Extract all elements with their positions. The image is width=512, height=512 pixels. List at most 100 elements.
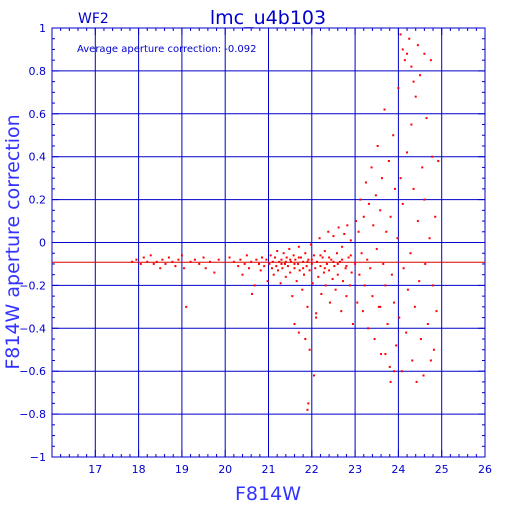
data-point <box>142 256 145 259</box>
data-point <box>419 338 422 341</box>
data-point <box>412 187 415 190</box>
data-point <box>383 108 386 111</box>
x-tick-label: 25 <box>435 463 449 476</box>
data-point <box>261 256 264 259</box>
data-point <box>367 202 370 205</box>
data-point <box>312 254 315 257</box>
data-point <box>393 187 396 190</box>
data-point <box>275 265 278 268</box>
data-point <box>405 331 408 334</box>
data-point <box>259 269 262 272</box>
data-point <box>280 258 283 261</box>
data-point <box>369 267 372 270</box>
data-point <box>255 258 258 261</box>
data-point <box>367 327 370 330</box>
data-point <box>253 284 256 287</box>
data-point <box>390 273 393 276</box>
data-point <box>332 235 335 238</box>
data-point <box>319 265 322 268</box>
data-point <box>354 262 357 265</box>
data-point <box>341 258 344 261</box>
data-point <box>193 258 196 261</box>
data-point <box>410 65 413 68</box>
data-point <box>414 95 417 98</box>
data-point <box>319 254 322 257</box>
data-point <box>357 230 360 233</box>
data-point <box>379 209 382 212</box>
data-point <box>335 252 338 255</box>
data-point <box>406 288 409 291</box>
data-point <box>323 267 326 270</box>
data-point <box>185 305 188 308</box>
data-point <box>320 292 323 295</box>
data-point <box>385 230 388 233</box>
data-point <box>384 353 387 356</box>
x-axis-label: F814W <box>235 483 301 505</box>
data-point <box>328 269 331 272</box>
data-point <box>304 338 307 341</box>
data-point <box>164 262 167 265</box>
data-point <box>305 265 308 268</box>
data-point <box>358 273 361 276</box>
data-point <box>149 254 152 257</box>
data-point <box>350 271 353 274</box>
data-point <box>266 280 269 283</box>
y-tick-label: −0.6 <box>19 365 46 378</box>
data-point <box>349 239 352 242</box>
data-point <box>202 256 205 259</box>
data-point <box>243 262 246 265</box>
data-point <box>429 59 432 62</box>
data-point <box>373 338 376 341</box>
data-point <box>315 316 318 319</box>
data-point <box>286 265 289 268</box>
tick-labels: 17 18 19 20 21 22 23 24 25 26 −1 −0.8 −0.6 −0.4 −0.2 0 0… <box>19 22 492 476</box>
y-tick-label: 0.2 <box>29 194 47 207</box>
data-point <box>265 258 268 261</box>
data-point <box>393 301 396 304</box>
data-point <box>408 37 411 40</box>
data-point <box>399 177 402 180</box>
x-tick-label: 26 <box>478 463 492 476</box>
data-point <box>403 59 406 62</box>
data-point <box>380 177 383 180</box>
data-point <box>398 316 401 319</box>
x-tick-label: 24 <box>391 463 405 476</box>
data-point <box>299 256 302 259</box>
data-point <box>410 123 413 126</box>
data-point <box>356 301 359 304</box>
data-point <box>327 230 330 233</box>
data-point <box>183 267 186 270</box>
data-point <box>379 305 382 308</box>
data-point <box>392 134 395 137</box>
data-point <box>308 269 311 272</box>
data-point <box>282 252 285 255</box>
data-point <box>174 265 177 268</box>
ticks <box>51 27 486 458</box>
data-point <box>384 284 387 287</box>
data-point <box>217 258 220 261</box>
data-point <box>279 282 282 285</box>
data-point <box>421 166 424 169</box>
data-point <box>424 262 427 265</box>
data-point <box>331 277 334 280</box>
data-point <box>428 237 431 240</box>
data-point <box>341 245 344 248</box>
data-point <box>360 252 363 255</box>
data-point <box>412 80 415 83</box>
data-point <box>273 256 276 259</box>
data-point <box>359 198 362 201</box>
y-tick-label: 0 <box>39 237 46 250</box>
data-point <box>285 256 288 259</box>
data-point <box>401 48 404 51</box>
data-point <box>292 254 295 257</box>
data-point <box>139 262 142 265</box>
data-point <box>328 256 331 259</box>
data-point <box>395 344 398 347</box>
data-point <box>198 262 201 265</box>
data-point <box>289 258 292 261</box>
data-point <box>432 348 435 351</box>
data-point <box>310 258 313 261</box>
data-points <box>131 33 440 411</box>
data-point <box>423 52 426 55</box>
